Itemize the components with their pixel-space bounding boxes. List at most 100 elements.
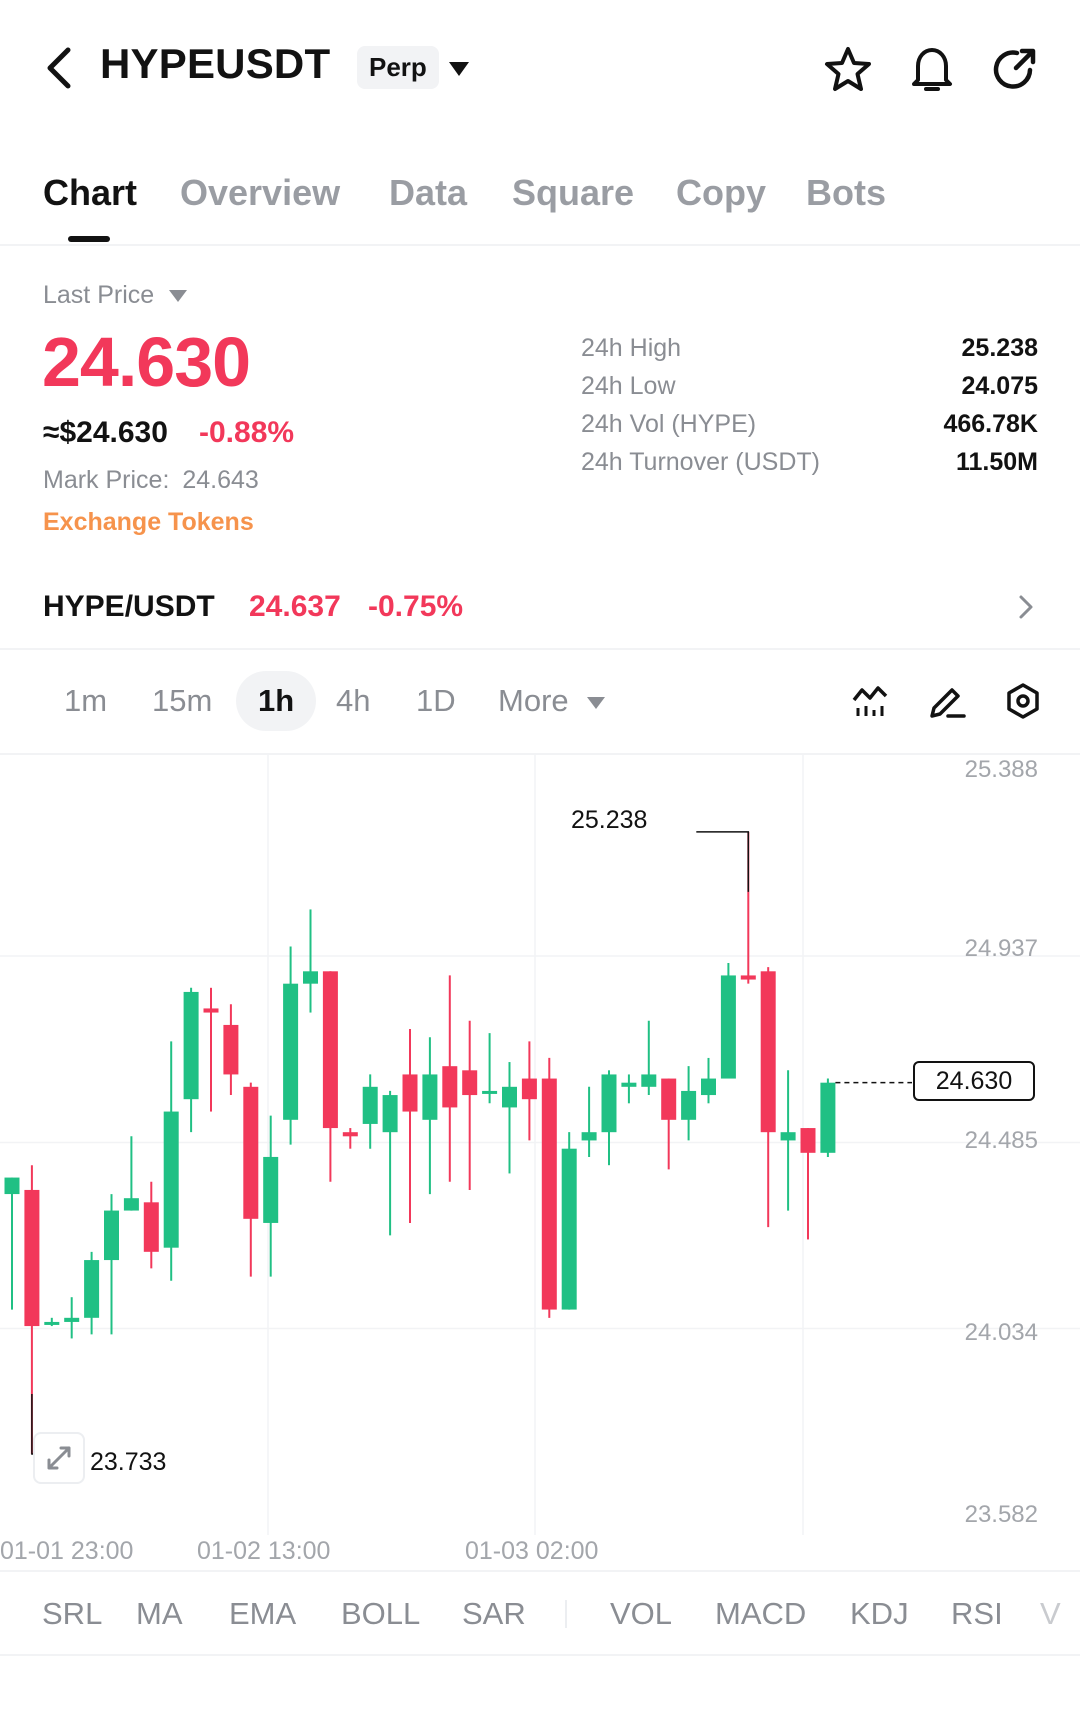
interval-15m[interactable]: 15m: [152, 683, 213, 718]
price-axis-label: 24.485: [964, 1127, 1038, 1154]
draw-pencil-icon[interactable]: [928, 682, 966, 718]
candle-body: [223, 1024, 239, 1075]
candle-body: [303, 971, 318, 984]
interval-1m[interactable]: 1m: [64, 683, 108, 718]
tab-copy[interactable]: Copy: [676, 172, 766, 213]
candle-body: [322, 971, 338, 1129]
indicator-macd[interactable]: MACD: [715, 1596, 807, 1631]
spot-pair-row[interactable]: HYPE/USDT 24.637 -0.75%: [0, 580, 1080, 632]
candle-body: [621, 1082, 637, 1087]
candle-body: [203, 1008, 219, 1013]
indicator-ema[interactable]: EMA: [229, 1596, 297, 1631]
back-chevron-icon[interactable]: [42, 46, 74, 90]
candle-body: [183, 991, 199, 1100]
interval-1d[interactable]: 1D: [416, 683, 456, 718]
time-axis-divider: [0, 1570, 1080, 1572]
share-icon[interactable]: [992, 44, 1038, 92]
price-axis-label: 25.388: [964, 756, 1038, 783]
indicator-rsi[interactable]: RSI: [951, 1596, 1003, 1631]
candle-body: [541, 1078, 557, 1310]
candle-body: [581, 1132, 597, 1141]
spot-change: -0.75%: [368, 590, 464, 623]
stat-volume-value: 466.78K: [943, 410, 1038, 438]
candle-body: [800, 1128, 816, 1153]
stat-high-value: 25.238: [961, 334, 1038, 362]
bell-icon[interactable]: [910, 44, 954, 94]
tab-overview[interactable]: Overview: [180, 172, 341, 213]
candlestick-chart[interactable]: [0, 755, 1080, 1545]
candle-body: [561, 1148, 577, 1310]
indicator-separator: [565, 1600, 567, 1628]
candle-body: [521, 1078, 537, 1100]
tab-bots[interactable]: Bots: [806, 172, 886, 213]
candle-body: [482, 1090, 498, 1094]
tabs-divider: [0, 244, 1080, 246]
chevron-right-icon: [1018, 594, 1034, 620]
price-type-selector[interactable]: Last Price: [43, 281, 188, 310]
interval-divider: [0, 753, 1080, 755]
candle-body: [720, 975, 736, 1079]
candle-body: [462, 1070, 478, 1096]
caret-down-icon: [169, 290, 188, 303]
candle-body: [283, 983, 299, 1120]
interval-more[interactable]: More: [498, 683, 606, 719]
stat-low-label: 24h Low: [581, 372, 676, 400]
candle-body: [123, 1198, 139, 1211]
indicator-srl[interactable]: SRL: [42, 1596, 103, 1631]
candle-body: [502, 1086, 517, 1108]
interval-1h[interactable]: 1h: [236, 671, 317, 731]
last-price: 24.630: [42, 323, 251, 401]
caret-down-icon: [587, 696, 606, 709]
high-annotation-line: [696, 831, 750, 892]
candle-body: [163, 1111, 179, 1248]
candle-body: [402, 1074, 418, 1112]
fullscreen-expand-icon[interactable]: [33, 1432, 85, 1484]
exchange-tokens-link[interactable]: Exchange Tokens: [43, 508, 254, 536]
candle-body: [661, 1078, 677, 1120]
price-axis-label: 24.937: [964, 935, 1038, 962]
current-price-tag: 24.630: [913, 1061, 1035, 1101]
time-axis-label: 01-01 23:00: [0, 1537, 134, 1565]
candle-body: [4, 1177, 20, 1195]
indicator-sar[interactable]: SAR: [462, 1596, 526, 1631]
stat-turnover-value: 11.50M: [955, 448, 1038, 476]
tab-data[interactable]: Data: [389, 172, 468, 213]
candle-body: [701, 1078, 716, 1096]
tab-square[interactable]: Square: [512, 172, 635, 213]
candle-body: [382, 1095, 398, 1133]
candle-body: [362, 1086, 378, 1124]
candle-body: [243, 1086, 259, 1219]
chart-settings-icon[interactable]: [1004, 682, 1042, 720]
contract-type-badge[interactable]: Perp: [357, 46, 439, 89]
mark-price-label: Mark Price:: [43, 466, 170, 494]
indicator-kdj[interactable]: KDJ: [850, 1596, 909, 1631]
interval-more-label: More: [498, 683, 569, 718]
indicator-more-clipped[interactable]: V: [1040, 1596, 1061, 1631]
candle-body: [342, 1132, 358, 1137]
candle-body: [84, 1260, 100, 1318]
low-annotation-label: 23.733: [90, 1448, 167, 1476]
indicator-ma[interactable]: MA: [136, 1596, 183, 1631]
candle-body: [24, 1189, 40, 1327]
candle-body: [740, 975, 756, 980]
candle-body: [442, 1066, 458, 1108]
candle-body: [143, 1202, 159, 1252]
active-tab-indicator: [68, 236, 110, 242]
stat-low-value: 24.075: [961, 372, 1038, 400]
indicator-boll[interactable]: BOLL: [341, 1596, 421, 1631]
interval-4h[interactable]: 4h: [336, 683, 371, 718]
candle-body: [44, 1321, 60, 1325]
mark-price-row: Mark Price: 24.643: [43, 466, 259, 495]
stat-volume-label: 24h Vol (HYPE): [581, 410, 757, 438]
candle-body: [820, 1082, 836, 1153]
candle-body: [104, 1210, 119, 1261]
caret-down-icon[interactable]: [449, 62, 469, 76]
symbol-title[interactable]: HYPEUSDT: [100, 40, 331, 87]
indicator-vol[interactable]: VOL: [610, 1596, 673, 1631]
star-icon[interactable]: [824, 46, 872, 92]
tab-chart[interactable]: Chart: [43, 172, 138, 213]
price-type-label: Last Price: [43, 281, 155, 309]
spot-price: 24.637: [249, 590, 341, 623]
candle-body: [64, 1317, 80, 1322]
indicator-chart-icon[interactable]: [852, 684, 888, 718]
